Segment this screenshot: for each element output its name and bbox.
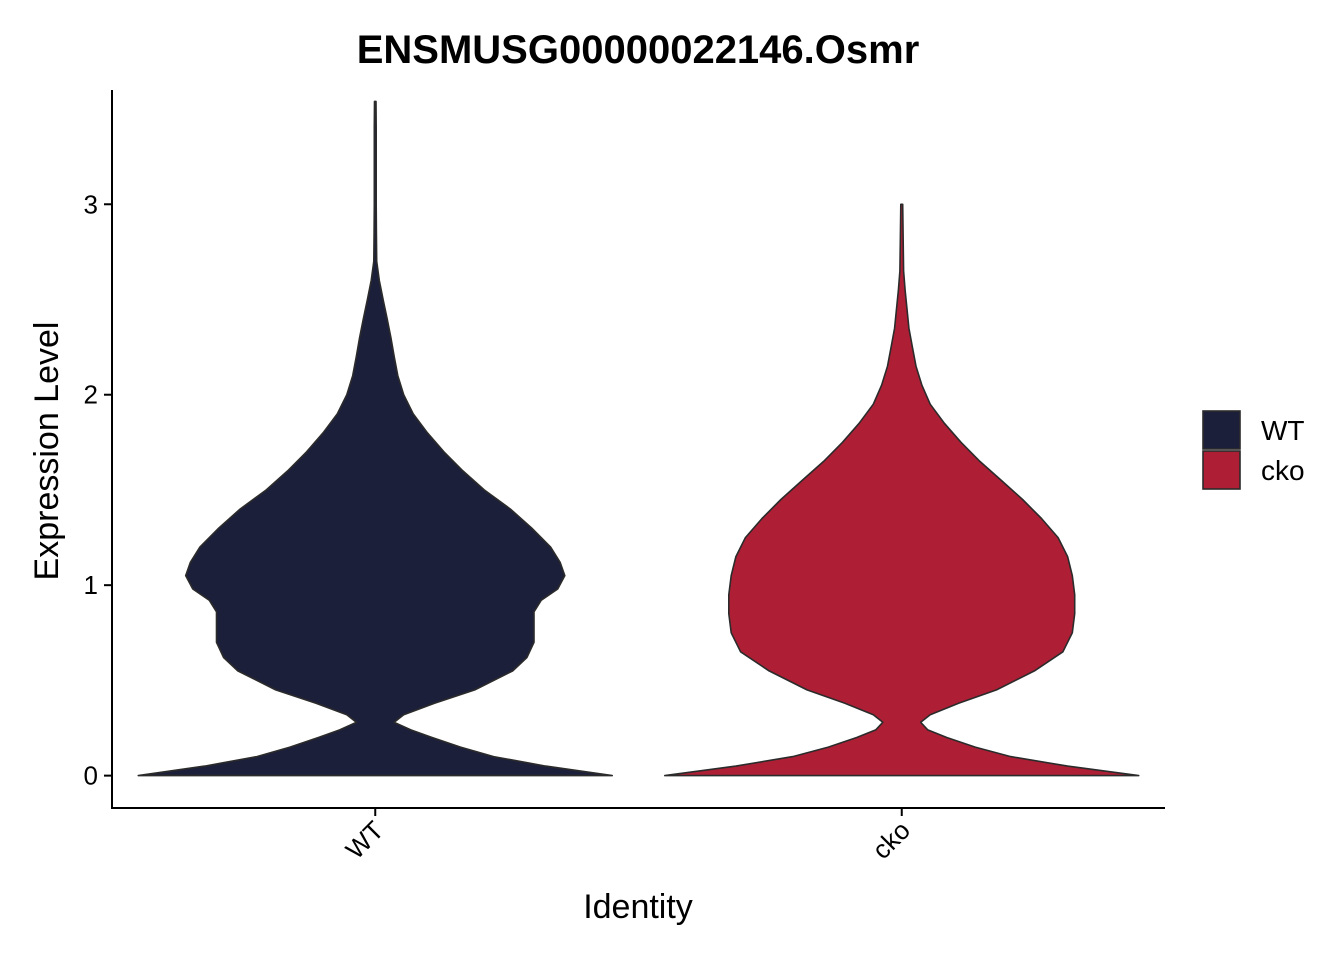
y-axis-ticks: 0 1 2 3 (84, 189, 112, 791)
x-tick-label: cko (866, 815, 916, 865)
x-tick-label: WT (340, 815, 390, 865)
legend-swatch-cko (1202, 450, 1241, 490)
violin-wt (137, 100, 613, 777)
y-tick-label: 1 (84, 570, 98, 600)
violin-layer (137, 100, 1140, 777)
x-axis-ticks: WT cko (340, 808, 916, 865)
y-tick-label: 3 (84, 189, 98, 219)
y-tick-label: 2 (84, 380, 98, 410)
legend-label-cko: cko (1261, 455, 1305, 486)
chart-title: ENSMUSG00000022146.Osmr (357, 28, 920, 72)
legend: WT cko (1202, 410, 1305, 490)
legend-swatch-wt (1202, 410, 1241, 450)
violin-cko (664, 203, 1140, 777)
y-axis-title: Expression Level (28, 322, 66, 581)
y-tick-label: 0 (84, 761, 98, 791)
legend-label-wt: WT (1261, 415, 1305, 446)
x-axis-title: Identity (583, 888, 693, 926)
